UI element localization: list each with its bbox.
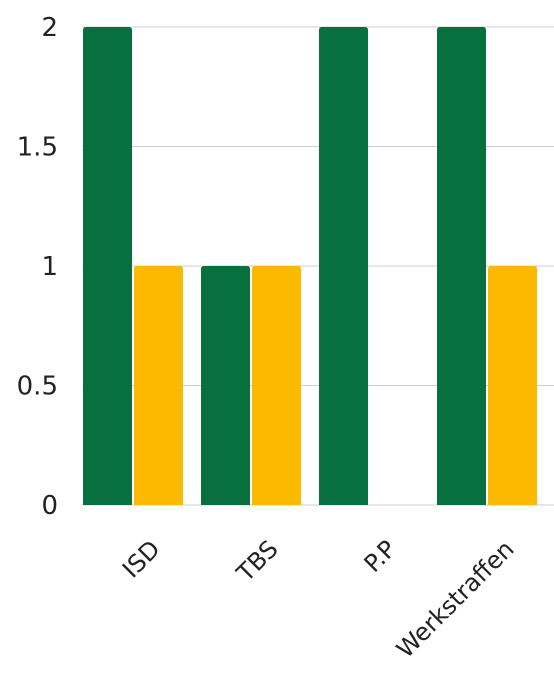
- x-category-label: TBS: [231, 535, 284, 588]
- bar-tbs-series-1: [201, 266, 250, 505]
- y-axis-tick-labels: 0 0.5 1 1.5 2: [17, 13, 58, 521]
- bar-isd-series-1: [83, 27, 132, 505]
- bar-p-p-series-1: [319, 27, 368, 505]
- bar-isd-series-2: [134, 266, 183, 505]
- bar-werkstraffen-series-1: [437, 27, 486, 505]
- bars: [83, 27, 537, 505]
- y-tick-label: 1.5: [17, 133, 58, 163]
- y-tick-label: 0: [41, 491, 58, 521]
- y-tick-label: 0.5: [17, 372, 58, 402]
- x-category-label: Werkstraffen: [391, 535, 520, 664]
- x-category-label: ISD: [117, 535, 166, 584]
- x-category-label: P.P: [359, 535, 402, 578]
- bar-tbs-series-2: [252, 266, 301, 505]
- y-tick-label: 2: [41, 13, 58, 43]
- y-tick-label: 1: [41, 252, 58, 282]
- bar-werkstraffen-series-2: [488, 266, 537, 505]
